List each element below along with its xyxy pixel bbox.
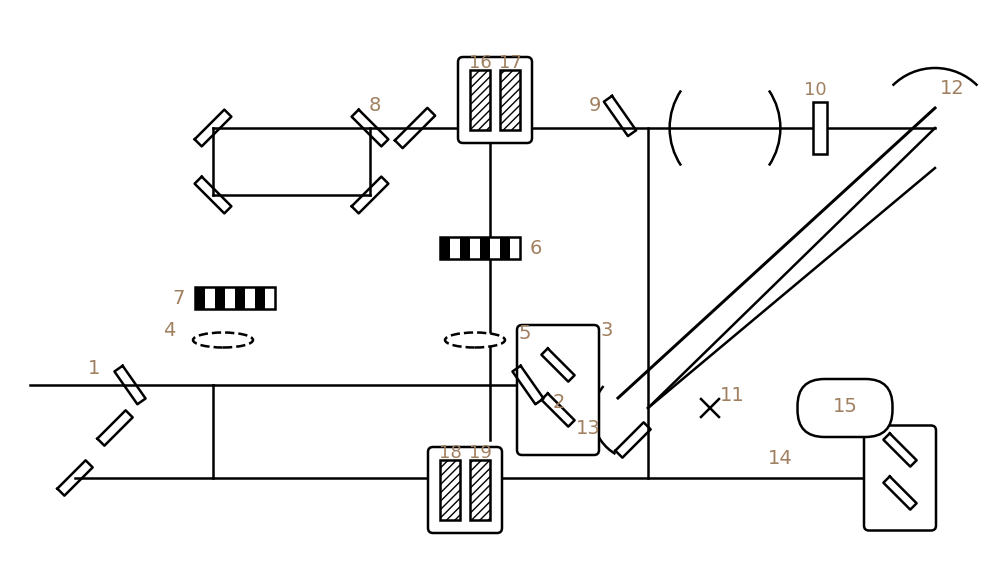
- Text: 10: 10: [804, 81, 826, 99]
- Text: 16: 16: [469, 54, 491, 72]
- Bar: [470, 70, 490, 130]
- Text: 19: 19: [469, 444, 491, 462]
- Bar: [480, 237, 490, 259]
- Text: 15: 15: [833, 396, 857, 416]
- Text: 11: 11: [720, 386, 745, 404]
- Bar: [460, 237, 470, 259]
- FancyBboxPatch shape: [797, 379, 892, 437]
- Text: 2: 2: [553, 393, 565, 411]
- Text: 17: 17: [499, 54, 521, 72]
- FancyBboxPatch shape: [517, 325, 599, 455]
- Text: 3: 3: [600, 321, 612, 339]
- Bar: [470, 460, 490, 520]
- Bar: [235, 287, 245, 309]
- Text: 18: 18: [439, 444, 461, 462]
- Bar: [195, 287, 275, 309]
- Bar: [500, 237, 510, 259]
- Text: 14: 14: [768, 448, 792, 467]
- Text: 6: 6: [530, 238, 542, 258]
- Bar: [195, 287, 205, 309]
- FancyBboxPatch shape: [428, 447, 502, 533]
- Text: 1: 1: [88, 359, 100, 377]
- Text: 7: 7: [173, 288, 185, 308]
- Bar: [440, 460, 460, 520]
- Text: 12: 12: [940, 79, 965, 97]
- Text: 4: 4: [163, 321, 175, 339]
- Ellipse shape: [193, 332, 253, 348]
- Bar: [215, 287, 225, 309]
- Bar: [813, 102, 827, 154]
- Text: 5: 5: [518, 323, 530, 342]
- Text: 9: 9: [589, 96, 601, 114]
- Bar: [440, 237, 520, 259]
- Text: 13: 13: [576, 419, 600, 437]
- Text: 8: 8: [369, 96, 381, 114]
- FancyBboxPatch shape: [864, 426, 936, 531]
- Bar: [500, 70, 520, 130]
- Bar: [440, 237, 450, 259]
- Ellipse shape: [445, 332, 505, 348]
- FancyBboxPatch shape: [458, 57, 532, 143]
- Bar: [255, 287, 265, 309]
